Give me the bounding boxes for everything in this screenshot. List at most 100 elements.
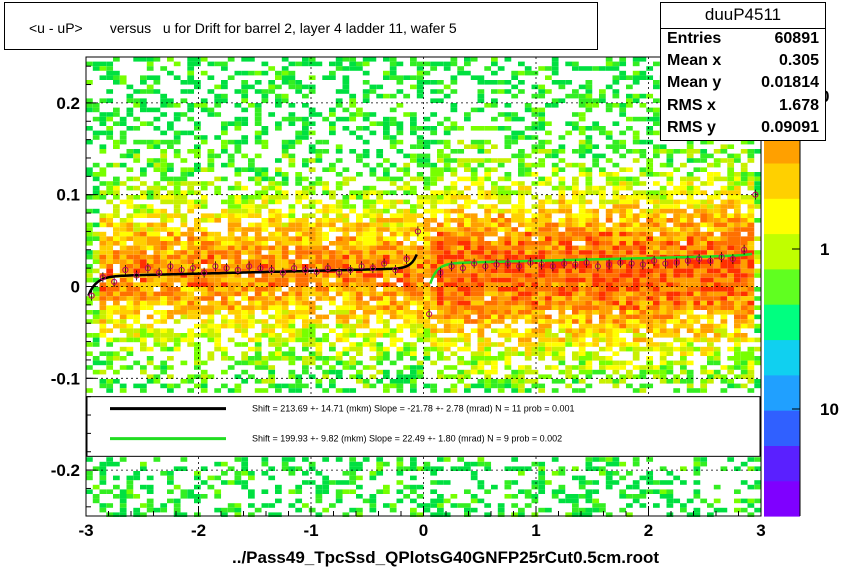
heatmap-cell: [734, 342, 741, 347]
heatmap-cell: [160, 130, 168, 136]
heatmap-cell: [187, 291, 195, 297]
heatmap-cell: [261, 259, 269, 264]
heatmap-cell: [248, 503, 255, 508]
heatmap-cell: [302, 231, 309, 237]
heatmap-cell: [86, 319, 93, 324]
heatmap-cell: [214, 282, 222, 287]
heatmap-cell: [356, 231, 363, 237]
heatmap-cell: [362, 264, 370, 269]
heatmap-cell: [686, 323, 694, 329]
heatmap-cell: [383, 93, 390, 99]
heatmap-cell: [497, 254, 505, 260]
heatmap-cell: [389, 181, 397, 186]
heatmap-cell: [119, 241, 127, 246]
heatmap-cell: [626, 167, 633, 172]
heatmap-cell: [572, 498, 579, 504]
heatmap-cell: [248, 204, 255, 209]
heatmap-cell: [585, 139, 593, 145]
heatmap-cell: [173, 227, 181, 232]
heatmap-cell: [430, 236, 438, 241]
heatmap-cell: [403, 218, 411, 223]
heatmap-cell: [356, 107, 363, 113]
heatmap-cell: [666, 503, 674, 508]
heatmap-cell: [342, 250, 350, 255]
heatmap-cell: [133, 208, 141, 214]
heatmap-cell: [221, 369, 228, 375]
heatmap-cell: [612, 360, 620, 366]
heatmap-cell: [146, 208, 154, 214]
heatmap-cell: [518, 231, 525, 237]
heatmap-cell: [268, 236, 276, 241]
heatmap-cell: [653, 190, 660, 195]
heatmap-cell: [605, 319, 613, 324]
heatmap-cell: [248, 337, 255, 343]
heatmap-cell: [160, 282, 168, 287]
heatmap-cell: [592, 185, 600, 191]
heatmap-cell: [585, 250, 593, 255]
heatmap-cell: [315, 250, 323, 255]
heatmap-cell: [464, 287, 471, 292]
heatmap-cell: [187, 167, 195, 172]
heatmap-cell: [160, 328, 168, 333]
heatmap-cell: [403, 319, 411, 324]
heatmap-cell: [126, 167, 134, 172]
heatmap-cell: [585, 167, 593, 172]
heatmap-cell: [477, 190, 485, 195]
heatmap-cell: [396, 121, 404, 126]
heatmap-cell: [207, 149, 215, 154]
heatmap-cell: [491, 356, 498, 361]
heatmap-cell: [416, 494, 424, 499]
heatmap-cell: [227, 273, 235, 278]
heatmap-cell: [167, 176, 174, 182]
heatmap-cell: [727, 346, 735, 352]
heatmap-cell: [430, 296, 438, 301]
heatmap-cell: [585, 218, 593, 223]
heatmap-cell: [531, 300, 539, 306]
heatmap-cell: [275, 282, 282, 287]
heatmap-cell: [464, 503, 471, 508]
heatmap-cell: [261, 236, 269, 241]
heatmap-cell: [146, 75, 154, 80]
heatmap-cell: [538, 89, 546, 94]
heatmap-cell: [585, 296, 593, 301]
heatmap-cell: [315, 319, 323, 324]
heatmap-cell: [423, 333, 431, 338]
heatmap-cell: [551, 296, 559, 301]
heatmap-cell: [187, 342, 195, 347]
heatmap-cell: [335, 208, 343, 214]
heatmap-cell: [639, 310, 647, 315]
heatmap-cell: [592, 162, 600, 168]
heatmap-cell: [511, 130, 519, 136]
heatmap-cell: [464, 199, 471, 205]
heatmap-cell: [545, 121, 552, 126]
heatmap-cell: [720, 277, 728, 283]
heatmap-cell: [140, 98, 147, 103]
heatmap-cell: [443, 241, 451, 246]
heatmap-cell: [484, 466, 492, 471]
heatmap-cell: [194, 273, 201, 278]
heatmap-cell: [308, 480, 316, 485]
heatmap-cell: [207, 245, 215, 251]
heatmap-cell: [153, 208, 161, 214]
heatmap-cell: [248, 287, 255, 292]
heatmap-cell: [140, 80, 147, 85]
heatmap-cell: [119, 291, 127, 297]
heatmap-cell: [639, 93, 647, 99]
heatmap-cell: [308, 259, 316, 264]
heatmap-cell: [119, 222, 127, 228]
heatmap-cell: [86, 231, 93, 237]
heatmap-cell: [160, 153, 168, 159]
heatmap-cell: [632, 287, 640, 292]
heatmap-cell: [470, 245, 478, 251]
heatmap-cell: [153, 342, 161, 347]
heatmap-cell: [261, 70, 269, 76]
heatmap-cell: [133, 195, 141, 200]
heatmap-cell: [416, 282, 424, 287]
heatmap-cell: [194, 287, 201, 292]
heatmap-cell: [403, 282, 411, 287]
heatmap-cell: [221, 66, 228, 71]
heatmap-cell: [518, 273, 525, 278]
heatmap-cell: [349, 195, 357, 200]
heatmap-cell: [133, 296, 141, 301]
heatmap-cell: [416, 337, 424, 343]
